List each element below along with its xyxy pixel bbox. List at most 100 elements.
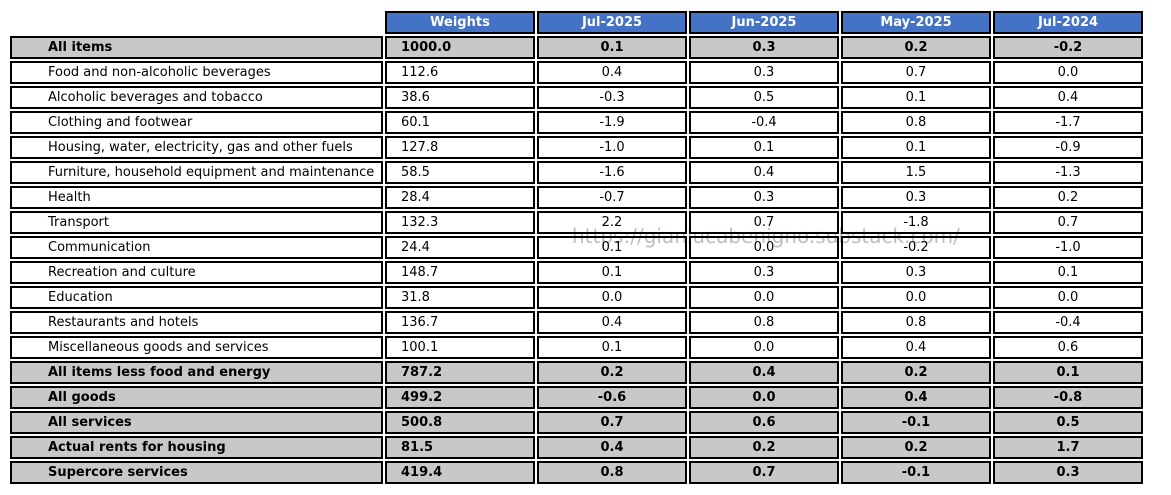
value-cell: 1.5: [841, 161, 991, 184]
weight-cell: 28.4: [385, 186, 535, 209]
value-cell: 0.7: [689, 461, 839, 484]
table-row: Actual rents for housing 81.5 0.4 0.2 0.2 1.7: [10, 436, 1143, 459]
value-cell: 0.0: [689, 336, 839, 359]
row-label: Education: [10, 286, 383, 309]
value-cell: 0.4: [537, 61, 687, 84]
value-cell: 0.4: [993, 86, 1143, 109]
weight-cell: 81.5: [385, 436, 535, 459]
row-label: All services: [10, 411, 383, 434]
table-row: Restaurants and hotels 136.7 0.4 0.8 0.8 -0.4: [10, 311, 1143, 334]
table-row: All services 500.8 0.7 0.6 -0.1 0.5: [10, 411, 1143, 434]
column-header: Weights: [385, 11, 535, 34]
value-cell: -1.6: [537, 161, 687, 184]
table-row: Supercore services 419.4 0.8 0.7 -0.1 0.3: [10, 461, 1143, 484]
value-cell: 0.2: [841, 436, 991, 459]
weight-cell: 500.8: [385, 411, 535, 434]
value-cell: 0.1: [689, 136, 839, 159]
value-cell: 0.1: [537, 36, 687, 59]
value-cell: -0.7: [537, 186, 687, 209]
table-row: Communication 24.4 0.1 0.0 -0.2 -1.0: [10, 236, 1143, 259]
row-label: Clothing and footwear: [10, 111, 383, 134]
value-cell: 0.4: [689, 161, 839, 184]
value-cell: 0.2: [537, 361, 687, 384]
row-label: All items less food and energy: [10, 361, 383, 384]
value-cell: 0.0: [537, 286, 687, 309]
value-cell: -0.8: [993, 386, 1143, 409]
table-row: Education 31.8 0.0 0.0 0.0 0.0: [10, 286, 1143, 309]
value-cell: 0.1: [841, 136, 991, 159]
row-label: Actual rents for housing: [10, 436, 383, 459]
value-cell: -1.8: [841, 211, 991, 234]
value-cell: 0.2: [993, 186, 1143, 209]
row-label: Miscellaneous goods and services: [10, 336, 383, 359]
value-cell: 0.3: [841, 261, 991, 284]
row-label: Furniture, household equipment and maint…: [10, 161, 383, 184]
row-label: Communication: [10, 236, 383, 259]
value-cell: 0.4: [841, 386, 991, 409]
table-row: All items less food and energy 787.2 0.2 0.…: [10, 361, 1143, 384]
value-cell: 0.4: [537, 311, 687, 334]
table-row: Recreation and culture 148.7 0.1 0.3 0.3 0.1: [10, 261, 1143, 284]
weight-cell: 132.3: [385, 211, 535, 234]
weight-cell: 499.2: [385, 386, 535, 409]
value-cell: 0.8: [841, 311, 991, 334]
value-cell: 0.2: [689, 436, 839, 459]
value-cell: 0.4: [537, 436, 687, 459]
row-label: Food and non-alcoholic beverages: [10, 61, 383, 84]
row-label: Supercore services: [10, 461, 383, 484]
value-cell: -0.6: [537, 386, 687, 409]
table-row: All goods 499.2 -0.6 0.0 0.4 -0.8: [10, 386, 1143, 409]
value-cell: 0.6: [689, 411, 839, 434]
value-cell: 0.4: [841, 336, 991, 359]
value-cell: 0.8: [537, 461, 687, 484]
row-label: Housing, water, electricity, gas and oth…: [10, 136, 383, 159]
weight-cell: 38.6: [385, 86, 535, 109]
row-label: All items: [10, 36, 383, 59]
table-row: Furniture, household equipment and maint…: [10, 161, 1143, 184]
value-cell: 1.7: [993, 436, 1143, 459]
value-cell: -0.2: [841, 236, 991, 259]
value-cell: 0.3: [689, 261, 839, 284]
table-row: Transport 132.3 2.2 0.7 -1.8 0.7: [10, 211, 1143, 234]
value-cell: 0.8: [841, 111, 991, 134]
header-row: Weights Jul-2025 Jun-2025 May-2025 Jul-2024: [10, 11, 1143, 34]
weight-cell: 60.1: [385, 111, 535, 134]
column-header: Jul-2024: [993, 11, 1143, 34]
value-cell: 0.0: [689, 286, 839, 309]
value-cell: -0.2: [993, 36, 1143, 59]
weight-cell: 148.7: [385, 261, 535, 284]
value-cell: 0.3: [689, 36, 839, 59]
value-cell: -0.1: [841, 411, 991, 434]
weight-cell: 787.2: [385, 361, 535, 384]
value-cell: -1.0: [537, 136, 687, 159]
value-cell: 0.8: [689, 311, 839, 334]
value-cell: -1.9: [537, 111, 687, 134]
value-cell: 0.2: [841, 36, 991, 59]
value-cell: 0.3: [841, 186, 991, 209]
value-cell: 0.4: [689, 361, 839, 384]
value-cell: 0.0: [689, 236, 839, 259]
value-cell: 2.2: [537, 211, 687, 234]
weight-cell: 127.8: [385, 136, 535, 159]
table-row: Miscellaneous goods and services 100.1 0.1…: [10, 336, 1143, 359]
value-cell: 0.7: [993, 211, 1143, 234]
table-row: Food and non-alcoholic beverages 112.6 0.4…: [10, 61, 1143, 84]
value-cell: 0.7: [537, 411, 687, 434]
column-header: Jul-2025: [537, 11, 687, 34]
weight-cell: 31.8: [385, 286, 535, 309]
table-row: Clothing and footwear 60.1 -1.9 -0.4 0.8 -1.7: [10, 111, 1143, 134]
value-cell: -0.9: [993, 136, 1143, 159]
table-body: All items 1000.0 0.1 0.3 0.2 -0.2 Food and non…: [10, 36, 1143, 484]
cpi-table: Weights Jul-2025 Jun-2025 May-2025 Jul-2024 …: [8, 9, 1145, 486]
weight-cell: 112.6: [385, 61, 535, 84]
table-row: All items 1000.0 0.1 0.3 0.2 -0.2: [10, 36, 1143, 59]
value-cell: -1.3: [993, 161, 1143, 184]
value-cell: 0.5: [689, 86, 839, 109]
weight-cell: 419.4: [385, 461, 535, 484]
column-header: May-2025: [841, 11, 991, 34]
value-cell: -0.4: [993, 311, 1143, 334]
value-cell: 0.3: [689, 61, 839, 84]
value-cell: -1.7: [993, 111, 1143, 134]
value-cell: 0.1: [993, 361, 1143, 384]
row-label: Restaurants and hotels: [10, 311, 383, 334]
